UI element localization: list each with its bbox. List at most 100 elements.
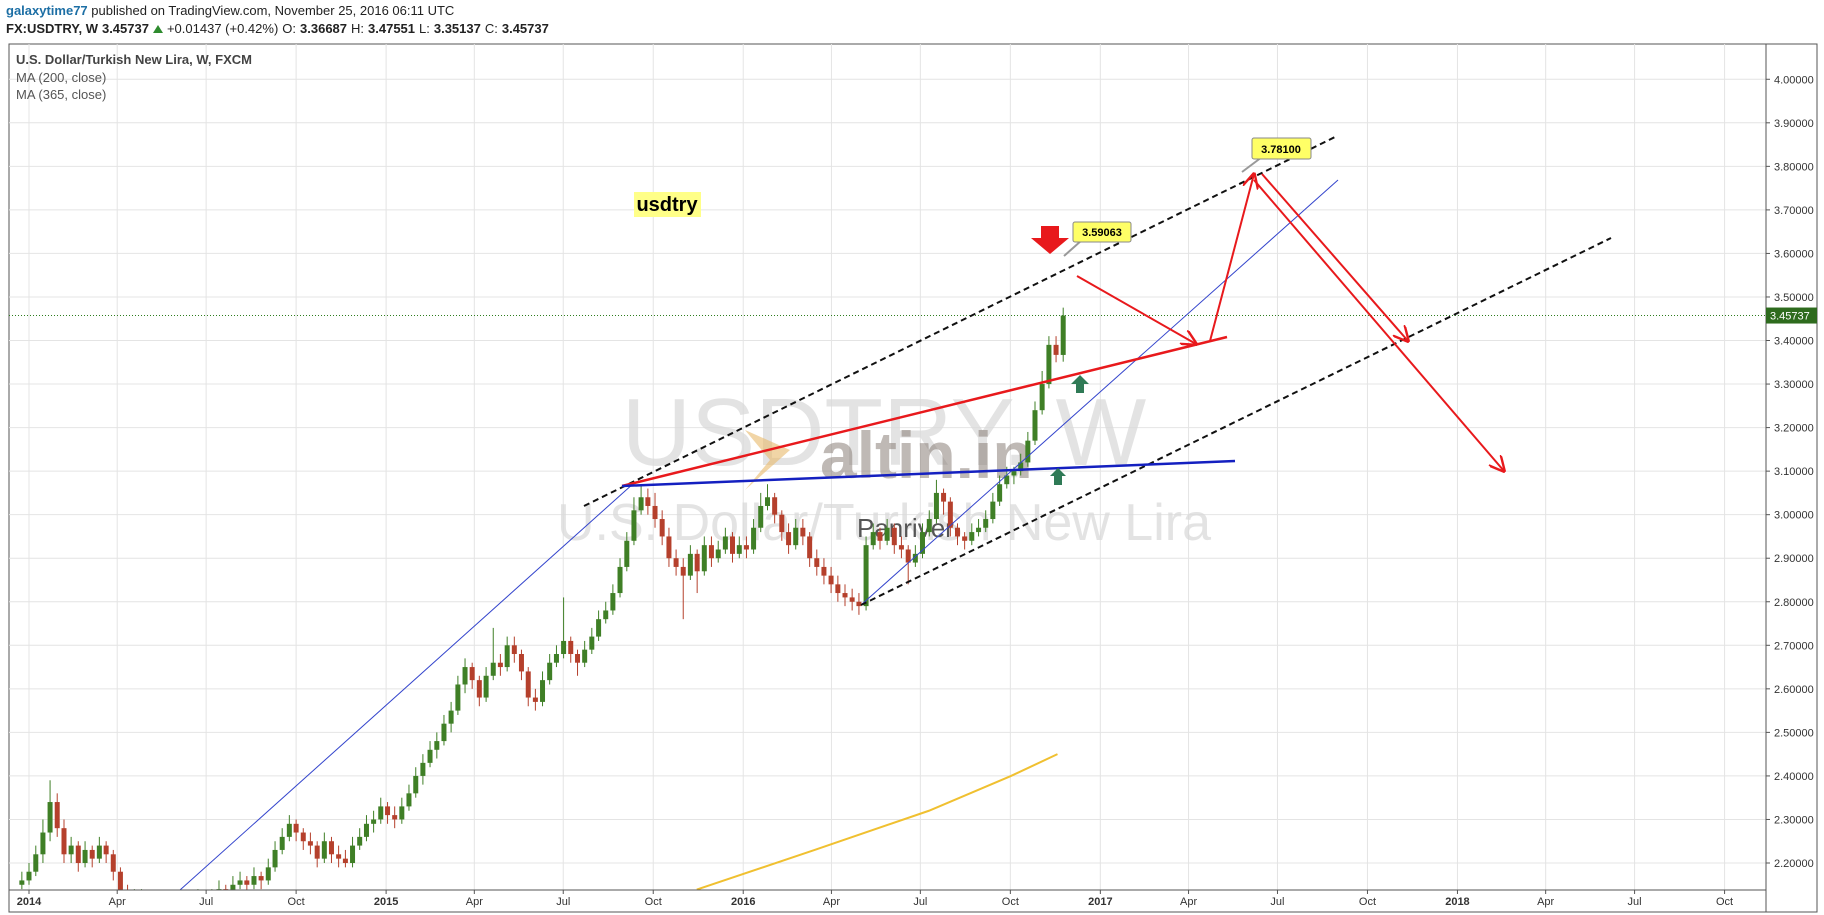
candle-body (89, 849, 95, 859)
x-tick-label: Apr (1180, 896, 1197, 908)
candle-body (363, 823, 369, 837)
arrow (1261, 173, 1408, 341)
low-label: L: (419, 21, 430, 36)
candle-body (33, 854, 39, 872)
candle-body (350, 845, 356, 864)
candle-body (26, 871, 32, 881)
moving-average (696, 753, 1058, 890)
candle-body (814, 558, 820, 567)
label-box (634, 192, 701, 217)
candle-body (511, 645, 517, 655)
candle-body (912, 553, 918, 563)
candle-body (954, 527, 960, 537)
candle-body (146, 898, 151, 907)
candle-body (617, 566, 623, 594)
publish-info: published on TradingView.com, November 2… (91, 3, 455, 18)
y-tick-label: 3.10000 (1774, 466, 1814, 478)
candle-body (603, 610, 609, 620)
candle-body (807, 536, 813, 559)
x-tick-label: 2015 (374, 896, 398, 908)
candle-body (758, 505, 764, 528)
axes: 2014 Apr Jul Oct 2015 Apr Jul Oct 2016 Apr Jul Oct 2… (9, 44, 1817, 912)
candle-body (504, 645, 510, 668)
candle-body (828, 575, 834, 585)
candle-body (54, 802, 60, 829)
callout-text: 3.59063 (1082, 227, 1122, 239)
candle-body (659, 519, 665, 537)
quote-line: FX:USDTRY, W 3.45737 +0.01437 (+0.42%) O… (6, 21, 549, 36)
candle-body (237, 880, 243, 885)
publish-line: galaxytime77 published on TradingView.co… (6, 3, 454, 18)
y-tick-label: 3.60000 (1774, 248, 1814, 260)
candle-body (730, 536, 736, 554)
candle-body (188, 902, 193, 911)
logo: altin.in Panriver (745, 418, 1033, 543)
candle-body (1004, 475, 1010, 485)
candle-body (941, 492, 947, 502)
candle-body (518, 654, 524, 672)
candle-body (406, 793, 412, 807)
y-tick-label: 2.40000 (1774, 771, 1814, 783)
last-price-label: 3.45737 (1770, 311, 1810, 323)
y-tick-label: 3.50000 (1774, 292, 1814, 304)
symbol: FX:USDTRY, W (6, 21, 98, 36)
candle-body (905, 549, 911, 563)
candle-body (765, 497, 771, 506)
candle-body (582, 649, 588, 663)
y-tick-label: 2.80000 (1774, 597, 1814, 609)
candle-body (743, 545, 749, 550)
candle-body (448, 710, 454, 724)
x-tick-label: 2016 (731, 896, 755, 908)
candle-body (919, 532, 925, 554)
candle-body (117, 871, 123, 890)
candle-body (371, 819, 377, 824)
candle-body (835, 584, 841, 594)
candle-body (497, 662, 503, 668)
candle-body (976, 527, 982, 533)
candle-body (1053, 344, 1059, 355)
candle-body (652, 505, 658, 520)
up-arrow-icon (1071, 375, 1089, 393)
logo-mark (745, 430, 790, 490)
x-tick-label: Apr (109, 896, 126, 908)
candle-body (990, 501, 996, 520)
candle-body (385, 806, 391, 816)
drawings: 3.59063 3.78100 usdtry (179, 136, 1612, 890)
candle-body (680, 566, 686, 576)
arrow (1076, 275, 1196, 344)
y-tick-label: 2.50000 (1774, 727, 1814, 739)
open-value: 3.36687 (300, 21, 348, 36)
candle-body (701, 545, 707, 572)
candle-body (19, 880, 25, 885)
y-tick-label: 3.80000 (1774, 161, 1814, 173)
candle-body (462, 667, 468, 685)
candle-body (673, 558, 679, 567)
y-tick-label: 2.20000 (1774, 858, 1814, 870)
candle-body (624, 540, 630, 567)
candle-body (793, 527, 799, 546)
grid (9, 44, 1766, 890)
candle-body (1060, 315, 1066, 355)
arrow (1209, 174, 1254, 342)
x-tick-label: Oct (645, 896, 662, 908)
arrow (1253, 179, 1504, 471)
candle-body (103, 845, 109, 855)
candle-body (230, 884, 236, 890)
candle-body (336, 854, 342, 859)
candle-body (110, 854, 116, 872)
candle-body (342, 858, 348, 864)
last-price: 3.45737 (101, 21, 149, 36)
candle-body (490, 662, 496, 676)
candle-body (167, 907, 172, 911)
candle-body (772, 497, 778, 515)
candle-body (610, 593, 616, 611)
candle-body (455, 684, 461, 711)
candle-body (561, 640, 567, 655)
frame (8, 43, 1818, 913)
candle-body (553, 654, 559, 663)
candle-body (139, 898, 144, 899)
user-link[interactable]: galaxytime77 (6, 3, 88, 18)
candle-body (645, 497, 651, 506)
candle-body (891, 527, 897, 546)
